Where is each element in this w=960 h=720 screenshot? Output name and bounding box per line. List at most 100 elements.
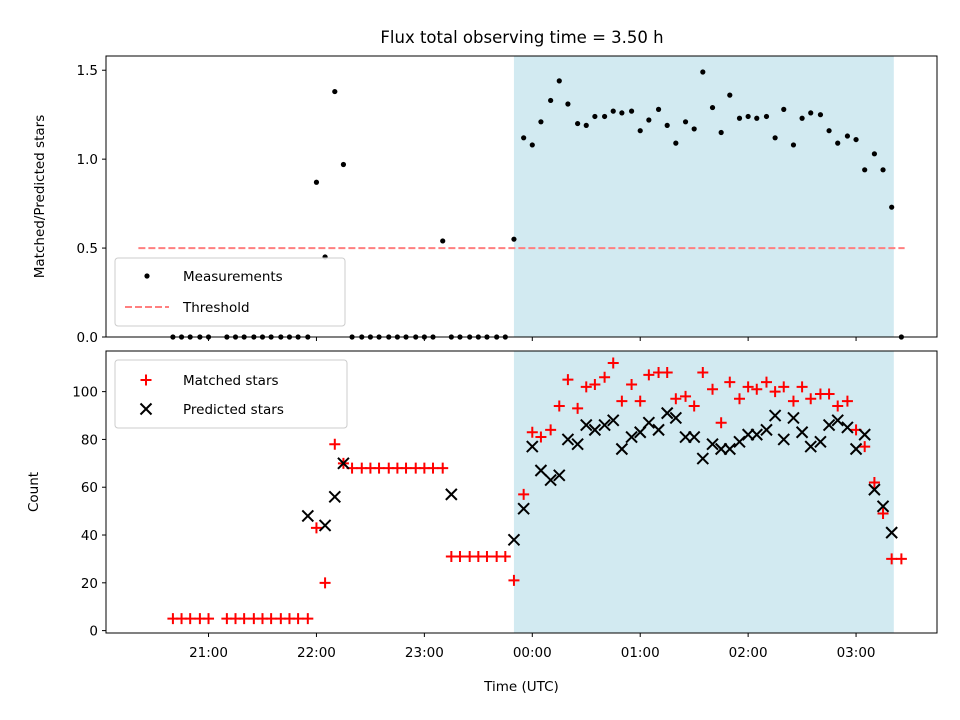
x-tick-label: 00:00 (513, 645, 552, 661)
measurement-point (610, 108, 616, 114)
measurement-point (628, 108, 635, 114)
predicted-star-point (795, 426, 809, 439)
measurement-point (745, 113, 751, 120)
y-tick-label: 40 (81, 528, 98, 544)
measurement-point (835, 140, 841, 146)
predicted-star-point (526, 440, 539, 453)
top-legend: Measurements Threshold (114, 257, 346, 327)
bottom-axes-frame (105, 350, 938, 634)
measurement-point (772, 135, 778, 141)
matched-star-point (302, 613, 314, 625)
matched-star-point (437, 462, 449, 474)
predicted-star-point (301, 509, 315, 523)
predicted-star-point (588, 423, 602, 437)
measurement-point (880, 167, 886, 173)
x-tick-label: 03:00 (837, 645, 876, 661)
matched-star-point (643, 369, 655, 381)
bottom-y-axis-label: Count (26, 472, 42, 512)
predicted-star-point (858, 428, 871, 441)
predicted-star-point (777, 433, 790, 446)
predicted-star-point (642, 416, 656, 429)
matched-star-point (734, 393, 746, 405)
measurement-point (889, 204, 895, 210)
matched-star-point (508, 574, 520, 586)
measurement-point (646, 117, 652, 123)
matched-star-point (589, 378, 601, 390)
top-y-axis-label: Matched/Predicted stars (32, 115, 48, 278)
matched-star-point (545, 424, 557, 436)
measurement-point (826, 128, 832, 134)
legend-matched-marker (140, 374, 152, 386)
top-panel: 0.0 0.5 1.0 1.5 Matched/Predicted stars Mea… (32, 55, 938, 346)
measurement-point (637, 128, 643, 134)
matched-star-point (661, 367, 673, 379)
measurement-point (556, 78, 562, 84)
matched-star-point (626, 378, 638, 390)
measurement-point (655, 106, 662, 112)
measurement-point (511, 236, 517, 242)
predicted-star-point (750, 428, 763, 441)
measurement-point (763, 113, 770, 120)
measurement-point (583, 122, 589, 128)
predicted-star-point (328, 490, 342, 503)
predicted-star-point (868, 483, 881, 496)
predicted-star-point (706, 437, 719, 451)
predicted-star-point (615, 442, 629, 456)
matched-star-point (760, 376, 772, 388)
matched-star-point (877, 508, 889, 520)
matched-star-point (886, 553, 898, 565)
measurement-point (853, 136, 859, 143)
measurement-point (709, 104, 716, 111)
matched-star-point (769, 386, 781, 398)
matched-star-point (832, 400, 844, 412)
matched-star-point (607, 357, 619, 369)
predicted-star-point (607, 414, 620, 427)
measurement-point (808, 110, 814, 116)
matched-star-point (319, 577, 331, 589)
predicted-star-point (760, 423, 773, 437)
matched-star-point (427, 462, 439, 474)
predicted-star-point (885, 526, 898, 539)
predicted-star-point (598, 418, 611, 432)
predicted-star-point (849, 442, 863, 456)
measurement-point (529, 142, 535, 148)
measurement-point (592, 113, 598, 120)
x-tick-label: 21:00 (189, 645, 228, 661)
measurement-point (727, 92, 733, 98)
matched-star-point (715, 417, 727, 429)
y-tick-label: 20 (81, 576, 98, 592)
measurement-point (538, 119, 544, 125)
measurement-point (548, 97, 554, 104)
matched-star-point (400, 462, 412, 474)
predicted-star-point (687, 430, 701, 444)
matched-star-point (742, 381, 754, 393)
legend-box (114, 257, 346, 327)
predicted-star-point (553, 469, 566, 482)
predicted-star-point (534, 464, 548, 477)
matched-star-point (616, 395, 628, 407)
matched-star-point (499, 551, 511, 563)
measurement-point (691, 126, 697, 132)
matched-star-point (670, 393, 682, 405)
measurement-point (602, 113, 608, 120)
matched-star-point (454, 551, 466, 563)
measurement-point (844, 133, 851, 139)
matched-star-point (895, 553, 907, 565)
matched-star-point (841, 395, 853, 407)
matched-star-point (265, 613, 277, 625)
top-y-ticks: 0.0 0.5 1.0 1.5 (77, 63, 106, 346)
matched-star-point (688, 400, 700, 412)
counts-series (167, 357, 907, 625)
measurement-point (799, 115, 805, 121)
measurement-point (871, 151, 878, 157)
measurement-point (575, 120, 581, 127)
predicted-star-point (696, 452, 710, 465)
predicted-star-point (580, 418, 593, 432)
measurement-point (718, 129, 724, 136)
measurement-point (754, 115, 760, 121)
bottom-y-ticks: 0 20 40 60 80 100 (72, 385, 106, 640)
legend-predicted-marker (139, 402, 153, 416)
predicted-star-point (318, 519, 332, 532)
predicted-star-point (768, 409, 782, 422)
